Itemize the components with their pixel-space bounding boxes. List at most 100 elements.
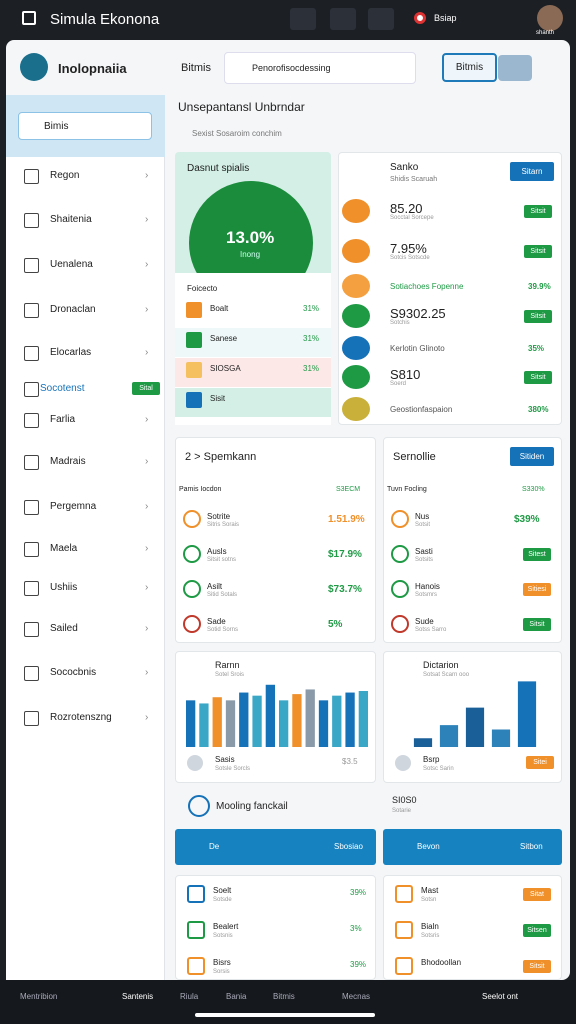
badge: Sitiesi: [523, 583, 551, 596]
header-button[interactable]: Bitmis: [442, 53, 497, 82]
toolbar-button[interactable]: [368, 8, 394, 30]
nav-item[interactable]: Uenalena: [50, 259, 93, 270]
section-title: Mooling fanckail: [216, 801, 288, 812]
nav-item[interactable]: Maela: [50, 543, 78, 554]
row-icon: [391, 545, 409, 563]
nav-item[interactable]: Dronaclan: [50, 304, 96, 315]
row-label: Geostionfaspaion: [390, 405, 453, 414]
badge: Sital: [132, 382, 160, 395]
nav-icon: [24, 303, 39, 318]
gauge: [189, 181, 313, 275]
search-field[interactable]: [224, 52, 416, 84]
nav-tab[interactable]: Mentribion: [20, 992, 58, 1001]
nav-item[interactable]: Regon: [50, 170, 80, 181]
nav-tab[interactable]: Riula: [180, 992, 199, 1001]
row-caption: Soerd: [390, 381, 407, 387]
card-button[interactable]: Sitiden: [510, 447, 554, 466]
row-caption: Sitsit sotns: [207, 557, 237, 563]
row-label: Sasti: [415, 547, 433, 556]
nav-tab[interactable]: Seelot ont: [482, 992, 519, 1001]
row-caption: Sotcis Sotscde: [390, 255, 430, 261]
nav-item[interactable]: Sococbnis: [50, 667, 97, 678]
bar: [212, 697, 222, 747]
row-caption: Sotsde: [213, 897, 232, 903]
nav-icon: [24, 346, 39, 361]
toolbar-button[interactable]: [290, 8, 316, 30]
row-icon: [342, 199, 370, 223]
row-icon: [395, 921, 413, 939]
card-subtitle: Sotsat Scarn ooo: [423, 672, 470, 678]
tab[interactable]: Bitmis: [181, 62, 211, 74]
card-button[interactable]: Sitarn: [510, 162, 554, 181]
footer-value: $3.5: [342, 757, 358, 766]
nav-tab[interactable]: Bitmis: [273, 992, 295, 1001]
nav-item[interactable]: Elocarlas: [50, 347, 92, 358]
badge: Sitsen: [523, 924, 551, 937]
app-title: Simula Ekonona: [50, 11, 160, 28]
row-value: 31%: [303, 334, 320, 343]
row-icon: [187, 921, 205, 939]
page-subtitle: Sexist Sosaroim conchim: [192, 129, 282, 138]
chevron: ›: [145, 304, 149, 315]
nav-tab[interactable]: Bania: [226, 992, 247, 1001]
row-icon: [186, 302, 202, 318]
nav-item[interactable]: Pergemna: [50, 501, 97, 512]
nav-tab[interactable]: Santenis: [122, 992, 154, 1001]
gauge-value: 13.0%: [226, 228, 275, 247]
row-value: 7.95%: [390, 241, 427, 256]
nav-icon: [24, 213, 39, 228]
bar: [439, 725, 459, 747]
row-value: 380%: [528, 405, 549, 414]
bar: [332, 695, 342, 747]
bar: [465, 707, 485, 747]
card: [383, 437, 562, 643]
footer-icon: [187, 755, 203, 771]
card: [175, 437, 376, 643]
bar-chart: [413, 681, 537, 747]
nav-item[interactable]: Farlia: [50, 414, 76, 425]
row-caption: Sitid Sotals: [207, 592, 238, 598]
brand: Inolopnaiia: [58, 61, 127, 76]
footer-caption: Sotsle Sorcls: [215, 766, 251, 772]
row-label: Sude: [415, 617, 434, 626]
nav-icon: [24, 666, 39, 681]
gauge-caption: Inong: [240, 250, 261, 259]
row-icon: [342, 274, 370, 298]
gauge-disc: [189, 181, 313, 275]
row-caption: Sitris Sorais: [207, 522, 240, 528]
badge: Sitest: [523, 548, 551, 561]
nav-item[interactable]: Shaitenia: [50, 214, 92, 225]
bar: [239, 692, 249, 747]
sidebar: [6, 95, 165, 980]
action-bar[interactable]: [383, 829, 562, 865]
nav-item[interactable]: Sailed: [50, 623, 78, 634]
row-icon: [391, 615, 409, 633]
nav-icon: [24, 542, 39, 557]
nav-tab[interactable]: Mecnas: [342, 992, 371, 1001]
list-header-value: S3ECM: [336, 486, 361, 493]
row-label: Ausls: [207, 547, 227, 556]
chevron: ›: [145, 623, 149, 634]
toolbar-button[interactable]: [330, 8, 356, 30]
nav-item[interactable]: Ushiis: [50, 582, 78, 593]
row-value: S9302.25: [390, 306, 446, 321]
bar: [292, 694, 302, 747]
row-value: 31%: [303, 304, 320, 313]
row-icon: [342, 336, 370, 360]
nav-item[interactable]: Rozrotenszng: [50, 712, 112, 723]
row-icon: [187, 957, 205, 975]
list-header: Tuvn Focling: [387, 486, 427, 493]
row-icon: [183, 615, 201, 633]
action-bar[interactable]: [175, 829, 376, 865]
row-icon: [186, 332, 202, 348]
section-right-title: SI0S0: [392, 795, 417, 805]
nav-icon: [24, 622, 39, 637]
nav-item[interactable]: Socotenst: [40, 383, 85, 394]
row-caption: Sotsris: [421, 933, 440, 939]
row-caption: Sotsmrs: [415, 592, 438, 598]
badge: Sitsit: [524, 205, 552, 218]
sidebar-search[interactable]: [18, 112, 152, 140]
icon-button[interactable]: [498, 55, 532, 81]
nav-item[interactable]: Madrais: [50, 456, 86, 467]
